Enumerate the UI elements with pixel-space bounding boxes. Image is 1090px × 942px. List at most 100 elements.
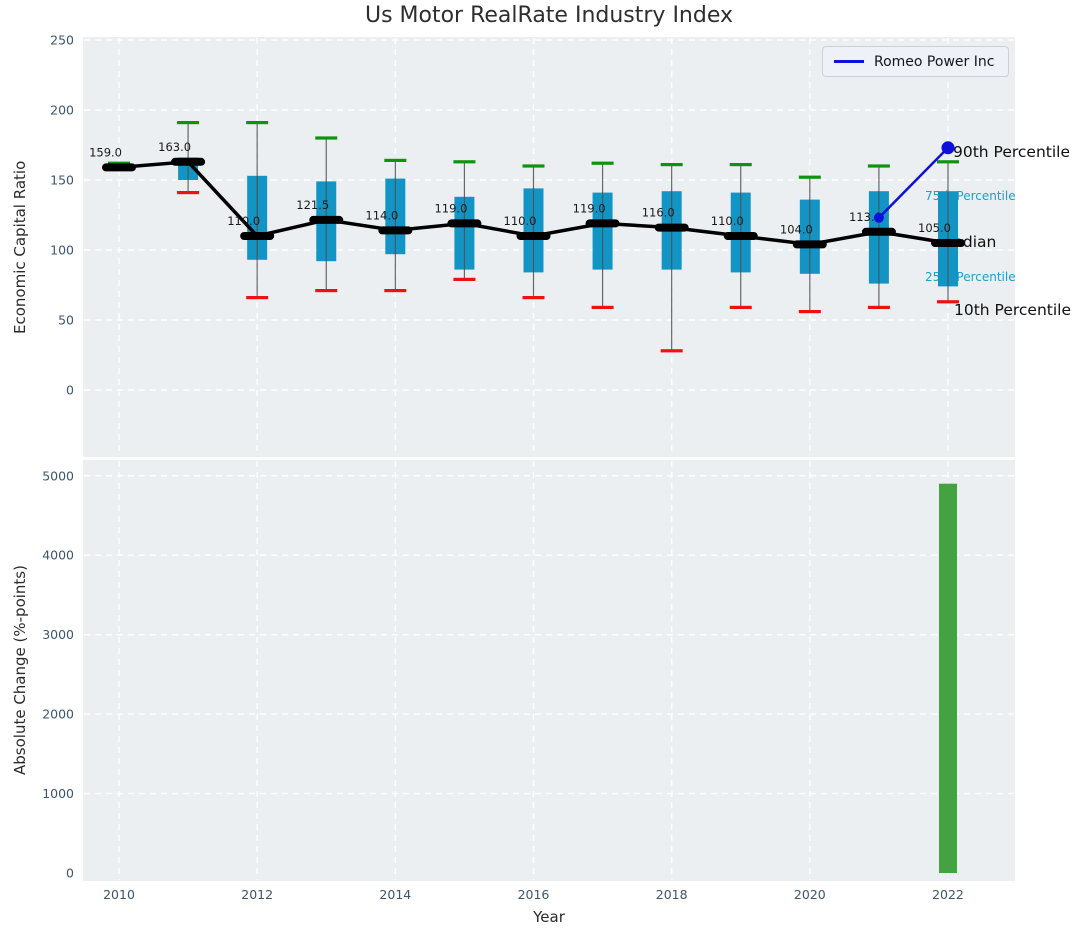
p90-cap: [522, 164, 545, 168]
romeo-point-2021: [873, 212, 884, 223]
y-tick-label: 1000: [42, 786, 74, 801]
p90-cap: [660, 163, 683, 167]
x-axis-label: Year: [533, 908, 565, 926]
legend-label: Romeo Power Inc: [874, 53, 995, 70]
boxplot-2017: [591, 161, 614, 309]
y-tick-label: 5000: [42, 468, 74, 483]
y-axis-label-bottom: Absolute Change (%-points): [11, 565, 29, 776]
p90-cap: [108, 161, 130, 165]
top-plot-area: [83, 37, 1015, 457]
median-marker: [102, 163, 136, 172]
median-value-label: 119.0: [434, 201, 467, 215]
x-tick-label: 2020: [794, 887, 826, 902]
legend: Romeo Power Inc: [822, 46, 1010, 77]
p10-cap: [867, 305, 890, 309]
change-bar-2022: [938, 483, 957, 873]
median-value-label: 159.0: [89, 145, 122, 159]
p90-cap: [936, 160, 959, 164]
y-tick-label: 4000: [42, 548, 74, 563]
legend-line-sample: [834, 60, 864, 63]
median-marker: [861, 227, 896, 236]
median-marker: [723, 232, 758, 240]
boxplot-2012: [246, 121, 269, 300]
p10-cap: [177, 191, 200, 195]
y-tick-label: 200: [50, 103, 74, 118]
median-value-label: 105.0: [918, 221, 951, 235]
p10-cap: [384, 289, 407, 293]
y-tick-label: 0: [66, 383, 74, 398]
chart-title: Us Motor RealRate Industry Index: [364, 3, 734, 28]
x-tick-label: 2018: [656, 887, 688, 902]
median-value-label: 114.0: [365, 208, 398, 222]
p90-cap: [867, 164, 890, 168]
romeo-power-line: [873, 141, 955, 223]
median-marker: [447, 219, 482, 228]
median-marker: [171, 157, 206, 166]
top-y-tick-labels: 0 50 100 150 200 250: [50, 33, 74, 398]
x-tick-labels: 2010 2012 2014 2016 2018 2020 2022: [103, 887, 964, 902]
p90-cap: [177, 121, 200, 125]
median-value-label: 113.0: [849, 210, 882, 224]
median-marker: [240, 232, 275, 240]
p10-cap: [660, 349, 683, 353]
median-marker: [792, 240, 827, 249]
median-marker: [930, 239, 965, 247]
p90-cap: [384, 158, 407, 162]
p90-cap: [591, 161, 614, 165]
boxplot-2011: [177, 121, 200, 195]
median-value-label: 110.0: [227, 214, 260, 228]
median-value-label: 110.0: [504, 214, 537, 228]
x-tick-label: 2014: [379, 887, 411, 902]
x-tick-label: 2016: [518, 887, 550, 902]
median-value-label: 163.0: [158, 140, 191, 154]
x-tick-label: 2010: [103, 887, 135, 902]
x-tick-label: 2012: [241, 887, 273, 902]
boxplot-2018: [660, 163, 683, 353]
boxplot-2013: [315, 136, 338, 293]
p10-cap: [936, 300, 959, 304]
p90-cap: [453, 160, 476, 164]
p10-cap: [798, 310, 821, 314]
median-marker: [585, 219, 620, 228]
y-axis-label-top: Economic Capital Ratio: [11, 160, 29, 334]
annotation-10th-percentile: 10th Percentile: [954, 301, 1072, 319]
p10-cap: [729, 305, 752, 309]
bottom-y-tick-labels: 0 1000 2000 3000 4000 5000: [42, 468, 74, 880]
p90-cap: [246, 121, 269, 125]
median-marker: [378, 226, 413, 235]
p90-cap: [729, 163, 752, 167]
median-value-label: 104.0: [780, 222, 813, 236]
median-marker: [309, 215, 344, 224]
median-marker: [654, 223, 689, 232]
p10-cap: [315, 289, 338, 293]
median-value-label: 110.0: [711, 214, 744, 228]
median-value-label: 119.0: [573, 201, 606, 215]
boxplot-2014: [384, 158, 407, 293]
y-tick-label: 3000: [42, 627, 74, 642]
y-tick-label: 250: [50, 33, 74, 48]
median-value-label: 116.0: [642, 206, 675, 220]
x-tick-label: 2022: [932, 887, 964, 902]
p10-cap: [453, 277, 476, 281]
median-marker: [516, 232, 551, 240]
y-tick-label: 100: [50, 243, 74, 258]
boxplot-2021: [867, 164, 890, 309]
boxplot-2010: [108, 161, 130, 165]
y-tick-label: 150: [50, 173, 74, 188]
p90-cap: [798, 175, 821, 179]
p90-cap: [315, 136, 338, 140]
median-value-label: 121.5: [296, 198, 329, 212]
boxplot-2022: [936, 160, 959, 304]
bottom-plot-area: [83, 460, 1015, 881]
y-tick-label: 2000: [42, 707, 74, 722]
y-tick-label: 0: [66, 866, 74, 881]
boxplot-2016: [522, 164, 545, 300]
y-tick-label: 50: [58, 313, 74, 328]
p10-cap: [246, 296, 269, 300]
p10-cap: [591, 305, 614, 309]
romeo-point-2022: [941, 141, 955, 155]
p10-cap: [522, 296, 545, 300]
annotation-90th-percentile: 90th Percentile: [953, 143, 1071, 161]
